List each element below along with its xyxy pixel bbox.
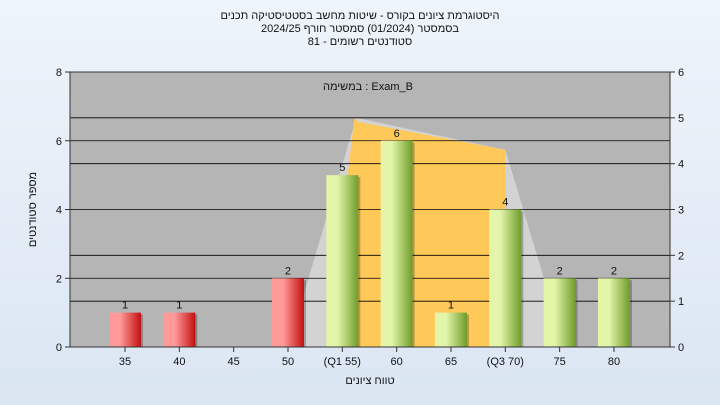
y-axis-title: מספר סטודנטים: [27, 172, 39, 247]
bar: [326, 175, 359, 347]
y2-tick-label: 4: [678, 159, 684, 171]
bar: [163, 312, 196, 347]
bar-value-label: 1: [176, 300, 182, 312]
x-tick-label: 35: [119, 356, 131, 368]
y-tick-label: 8: [56, 67, 62, 79]
x-tick-label: 50: [282, 356, 294, 368]
y-tick-label: 2: [56, 273, 62, 285]
bar: [271, 278, 304, 347]
y2-tick-label: 1: [678, 296, 684, 308]
chart-subtitle: בסמסטר (01/2024) סמסטר חורף 2024/25: [260, 23, 460, 35]
y2-tick-label: 6: [678, 67, 684, 79]
bar: [597, 278, 630, 347]
bar-value-label: 1: [448, 300, 454, 312]
x-tick-label: 80: [608, 356, 620, 368]
x-tick-label: 40: [173, 356, 185, 368]
x-tick-label: 75: [554, 356, 566, 368]
x-tick-label: 60: [391, 356, 403, 368]
y2-tick-label: 2: [678, 250, 684, 262]
bar: [543, 278, 576, 347]
y-tick-label: 4: [56, 205, 62, 217]
x-tick-label: 45: [228, 356, 240, 368]
x-tick-label: (Q1 55): [324, 356, 361, 368]
bar-value-label: 2: [285, 265, 291, 277]
chart-annotation: במשימה : Exam_B: [323, 81, 413, 93]
y2-tick-label: 5: [678, 113, 684, 125]
y2-tick-label: 0: [678, 342, 684, 354]
bar-value-label: 2: [611, 265, 617, 277]
bar-value-label: 5: [339, 162, 345, 174]
y-tick-label: 6: [56, 136, 62, 148]
x-axis-title: טווח ציונים: [345, 375, 394, 387]
chart-subtitle-students: סטודנטים רשומים - 81: [307, 36, 413, 48]
x-tick-label: 65: [445, 356, 457, 368]
bar-value-label: 2: [557, 265, 563, 277]
chart-titles: היסטוגרמת ציונים בקורס - שיטות מחשב בסטט…: [0, 10, 720, 49]
y-tick-label: 0: [56, 342, 62, 354]
bar: [109, 312, 141, 347]
bar-value-label: 1: [122, 300, 128, 312]
bar: [434, 312, 467, 347]
y2-tick-label: 3: [678, 205, 684, 217]
bar-value-label: 6: [394, 128, 400, 140]
bar: [380, 140, 413, 347]
bar-value-label: 4: [502, 197, 508, 209]
chart-title: היסטוגרמת ציונים בקורס - שיטות מחשב בסטט…: [220, 10, 500, 22]
x-tick-label: (Q3 70): [487, 356, 524, 368]
curve-fill: [327, 117, 508, 347]
bar: [489, 209, 522, 347]
bars: 1 1 2 5 6 1 4 2 2: [109, 128, 632, 347]
